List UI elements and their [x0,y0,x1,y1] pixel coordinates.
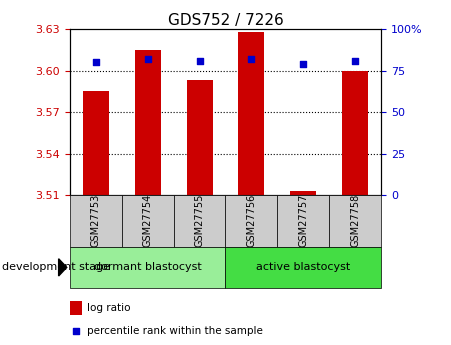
Bar [83,91,109,195]
Text: GSM27755: GSM27755 [194,194,205,247]
Bar [277,195,329,247]
Bar [226,247,381,288]
Text: development stage: development stage [2,263,110,272]
Point [144,56,151,62]
Bar [70,195,122,247]
Text: dormant blastocyst: dormant blastocyst [94,263,202,272]
Point [92,60,99,65]
Text: GSM27753: GSM27753 [91,194,101,247]
Bar [122,195,174,247]
Text: log ratio: log ratio [87,303,130,313]
Point [72,328,79,334]
Bar [70,247,226,288]
Text: GSM27754: GSM27754 [143,194,153,247]
Bar [342,71,368,195]
Polygon shape [59,259,67,276]
Bar [226,195,277,247]
Title: GDS752 / 7226: GDS752 / 7226 [168,13,283,28]
Text: GSM27757: GSM27757 [298,194,308,247]
Point [248,56,255,62]
Point [299,61,307,67]
Bar [135,50,161,195]
Text: percentile rank within the sample: percentile rank within the sample [87,326,263,336]
Bar [239,32,264,195]
Text: active blastocyst: active blastocyst [256,263,350,272]
Bar [174,195,226,247]
Text: GSM27758: GSM27758 [350,194,360,247]
Text: GSM27756: GSM27756 [246,194,257,247]
Point [351,58,359,63]
Point [196,58,203,63]
Bar [329,195,381,247]
Bar [290,191,316,195]
Bar [70,300,82,315]
Bar [187,80,212,195]
